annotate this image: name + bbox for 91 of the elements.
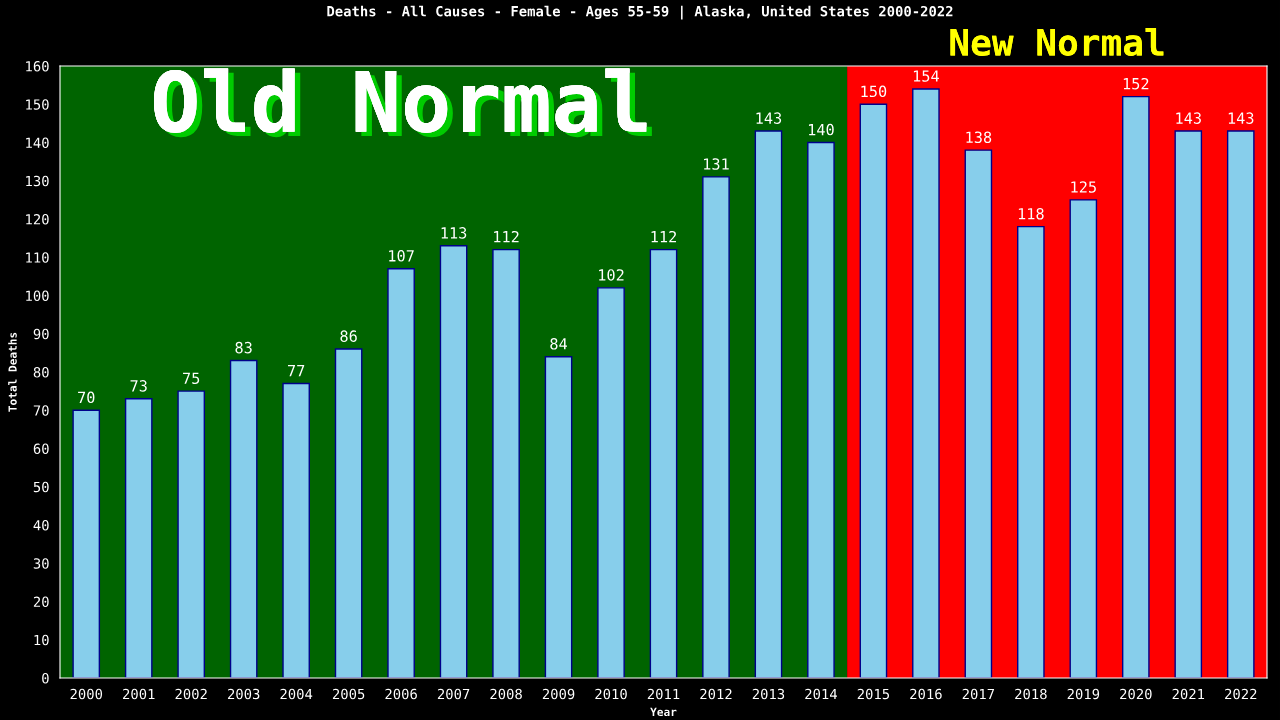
y-tick-label: 80 [33, 367, 49, 378]
x-tick-label: 2021 [1172, 688, 1205, 700]
data-label: 143 [1228, 112, 1254, 124]
bar [1017, 225, 1045, 678]
x-tick-label: 2005 [332, 688, 365, 700]
bar [649, 248, 678, 678]
bar [807, 141, 835, 678]
x-tick-label: 2001 [123, 688, 155, 700]
data-label: 70 [78, 391, 95, 404]
y-tick-label: 120 [26, 214, 49, 225]
data-label: 75 [183, 372, 200, 384]
bar [439, 245, 468, 678]
bar [702, 176, 730, 678]
y-tick-label: 140 [26, 137, 49, 149]
bar [1174, 130, 1203, 678]
x-tick-label: 2002 [175, 688, 207, 700]
data-label: 152 [1123, 77, 1149, 90]
x-tick-label: 2015 [857, 688, 890, 700]
bar [912, 88, 940, 678]
data-label: 84 [550, 338, 568, 350]
data-label: 107 [389, 250, 414, 262]
bar [1226, 130, 1255, 678]
data-label: 143 [1176, 112, 1201, 124]
data-label: 143 [756, 112, 782, 124]
x-tick-label: 2017 [962, 688, 995, 700]
y-tick-label: 50 [33, 481, 49, 493]
x-tick-label: 2011 [647, 688, 680, 700]
bar [544, 356, 573, 678]
x-tick-label: 2007 [437, 688, 470, 700]
bar [754, 130, 783, 678]
bar [492, 248, 520, 678]
data-label: 150 [861, 85, 887, 98]
bar [597, 287, 625, 678]
band-label: New Normal [950, 27, 1168, 61]
x-tick-label: 2016 [910, 688, 942, 700]
data-label: 77 [287, 364, 305, 377]
data-label: 73 [130, 380, 147, 392]
chart-title: Deaths - All Causes - Female - Ages 55-59 | Alaska, United States 2000-2022 [327, 4, 953, 20]
x-tick-label: 2022 [1225, 688, 1257, 700]
y-axis-title: Total Deaths [8, 332, 17, 412]
x-tick-label: 2014 [805, 688, 837, 700]
data-label: 125 [1071, 181, 1096, 193]
data-label: 112 [651, 230, 676, 243]
data-label: 102 [599, 269, 624, 281]
x-tick-label: 2019 [1067, 688, 1100, 700]
y-tick-label: 0 [42, 673, 49, 684]
y-tick-label: 90 [33, 328, 49, 340]
data-label: 138 [966, 131, 992, 144]
bar [177, 390, 206, 678]
y-tick-label: 70 [33, 405, 49, 416]
y-tick-label: 100 [26, 290, 49, 302]
data-label: 83 [235, 341, 252, 354]
x-tick-label: 2013 [752, 688, 785, 700]
x-tick-label: 2020 [1120, 688, 1152, 700]
bar [72, 409, 101, 678]
y-tick-label: 150 [26, 99, 49, 110]
data-label: 113 [441, 227, 467, 239]
bar [859, 103, 888, 678]
x-tick-label: 2003 [227, 688, 260, 700]
y-tick-label: 20 [33, 596, 49, 608]
bar [387, 268, 415, 678]
data-label: 86 [340, 330, 357, 342]
bar [964, 149, 993, 678]
band-label: Old Normal [154, 68, 652, 138]
bar [1121, 95, 1150, 678]
bar [229, 359, 258, 678]
y-tick-label: 30 [33, 558, 49, 569]
bar [1069, 199, 1098, 678]
x-tick-label: 2004 [280, 688, 313, 700]
data-label: 154 [913, 70, 939, 82]
y-tick-label: 40 [33, 520, 49, 531]
x-tick-label: 2008 [490, 688, 522, 700]
data-label: 140 [808, 123, 834, 136]
y-tick-label: 160 [26, 61, 49, 72]
data-label: 118 [1018, 207, 1044, 220]
x-tick-label: 2012 [700, 688, 732, 700]
data-label: 112 [494, 230, 519, 243]
x-tick-label: 2006 [385, 688, 417, 700]
y-tick-label: 110 [26, 252, 49, 263]
y-tick-label: 130 [26, 175, 49, 187]
x-axis-title: Year [650, 707, 677, 717]
bar [124, 398, 153, 678]
bar [282, 382, 310, 678]
x-tick-label: 2010 [595, 688, 627, 700]
x-tick-label: 2009 [542, 688, 575, 700]
y-tick-label: 10 [34, 634, 49, 646]
data-label: 131 [704, 158, 729, 170]
x-tick-label: 2018 [1015, 688, 1047, 700]
y-tick-label: 60 [33, 443, 49, 455]
x-tick-label: 2000 [70, 688, 103, 700]
bar [334, 348, 363, 678]
